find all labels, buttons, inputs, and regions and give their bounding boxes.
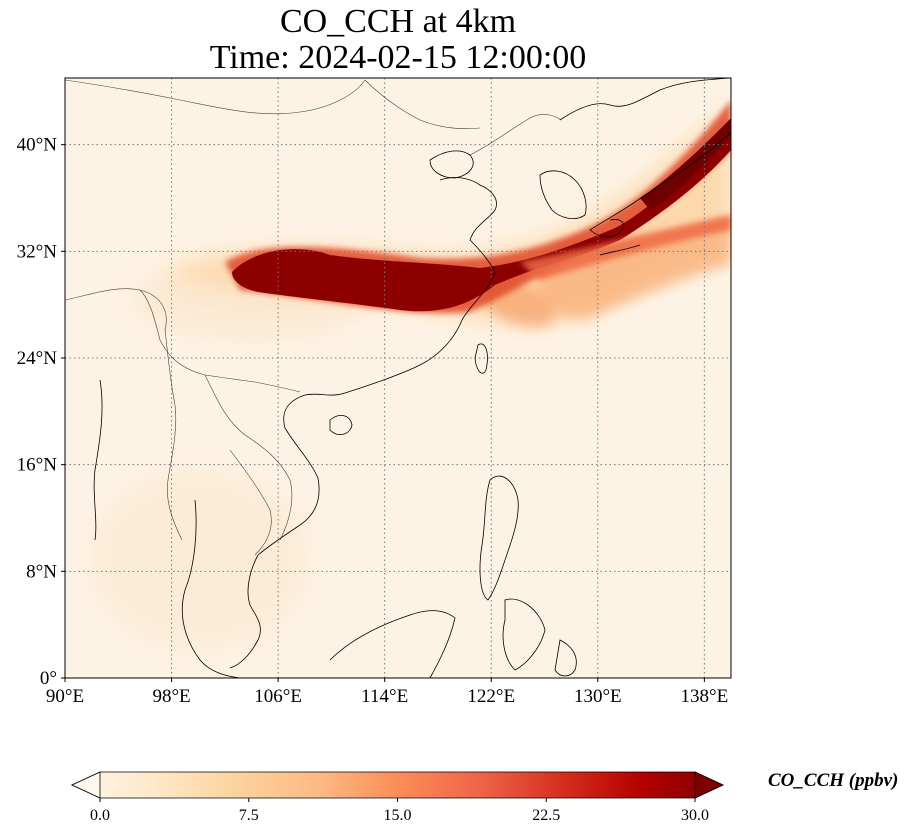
border-india-china [65, 288, 167, 331]
title-line-2: Time: 2024-02-15 12:00:00 [209, 39, 587, 76]
plume-core [232, 125, 731, 312]
coastline-borneo [329, 610, 456, 678]
coastline-northeast [559, 78, 731, 121]
coastline-gulf-thailand [229, 554, 261, 669]
colorbar-bar [71, 771, 724, 799]
colorbar-extend-min [71, 771, 101, 799]
coastline-hainan [329, 415, 353, 435]
coastlines [93, 78, 731, 678]
coastline-korea [539, 170, 587, 220]
coastline-kyushu [589, 219, 624, 238]
tick-label-lat-4: 32°N [17, 241, 58, 262]
border-mongolia [65, 79, 366, 115]
tick-label-lat-1: 8°N [26, 561, 57, 582]
tick-label-lon-2: 106°E [254, 686, 302, 707]
coastline-japan-honshu [589, 131, 731, 231]
tick-label-lat-2: 16°N [17, 455, 58, 476]
colorbar-tick-label-4: 30.0 [681, 807, 709, 824]
plume-east-streak [520, 215, 731, 280]
coastline-sulawesi [554, 639, 577, 677]
coastline-mindanao [502, 598, 546, 671]
tick-label-lon-3: 114°E [361, 686, 408, 707]
map-frame [64, 77, 732, 679]
coastline-taiwan [474, 343, 488, 374]
border-myanmar-thailand [164, 329, 183, 541]
country-borders [65, 79, 561, 556]
colorbar-tick-label-2: 15.0 [384, 807, 412, 824]
axis-ticks: 90°E 98°E 106°E 114°E 122°E 130°E 138°E 0° 8°N 16… [17, 135, 729, 707]
co-plume [170, 100, 731, 328]
border-korea-china [469, 114, 561, 156]
coastline-bohai [429, 150, 474, 179]
tick-label-lon-6: 138°E [681, 686, 729, 707]
border-northeast-china [364, 79, 481, 130]
border-laos-vietnam [204, 374, 293, 541]
coastline-vietnam [257, 394, 320, 556]
gridlines [65, 78, 731, 678]
coastline-philippines [479, 475, 519, 601]
tick-label-lat-3: 24°N [17, 348, 58, 369]
plume-core-dark [640, 118, 731, 210]
colorbar-ticks: 0.0 7.5 15.0 22.5 30.0 [90, 798, 709, 824]
chart-title: CO_CCH at 4km Time: 2024-02-15 12:00:00 [65, 4, 731, 76]
tick-label-lat-0: 0° [40, 668, 57, 689]
coastline-china [304, 177, 497, 396]
haze-southwest [90, 470, 310, 650]
coastline-malay [181, 499, 241, 678]
colorbar-label: CO_CCH (ppbv) [768, 770, 899, 791]
colorbar-extend-max [694, 771, 724, 799]
tick-label-lon-1: 98°E [152, 686, 190, 707]
tick-label-lon-0: 90°E [46, 686, 84, 707]
title-line-1: CO_CCH at 4km [279, 3, 517, 40]
tick-label-lon-5: 130°E [574, 686, 622, 707]
colorbar-tick-label-1: 7.5 [239, 807, 259, 824]
colorbar-tick-label-0: 0.0 [90, 807, 110, 824]
coastline-shikoku [599, 244, 641, 256]
colorbar-tick-label-3: 22.5 [532, 807, 560, 824]
tick-label-lon-4: 122°E [467, 686, 515, 707]
coastline-bay-bengal [93, 379, 103, 541]
tick-label-lat-5: 40°N [17, 135, 58, 156]
border-cambodia [229, 449, 272, 556]
colorbar: 0.0 7.5 15.0 22.5 30.0 [71, 771, 724, 824]
map-panel [65, 78, 731, 678]
